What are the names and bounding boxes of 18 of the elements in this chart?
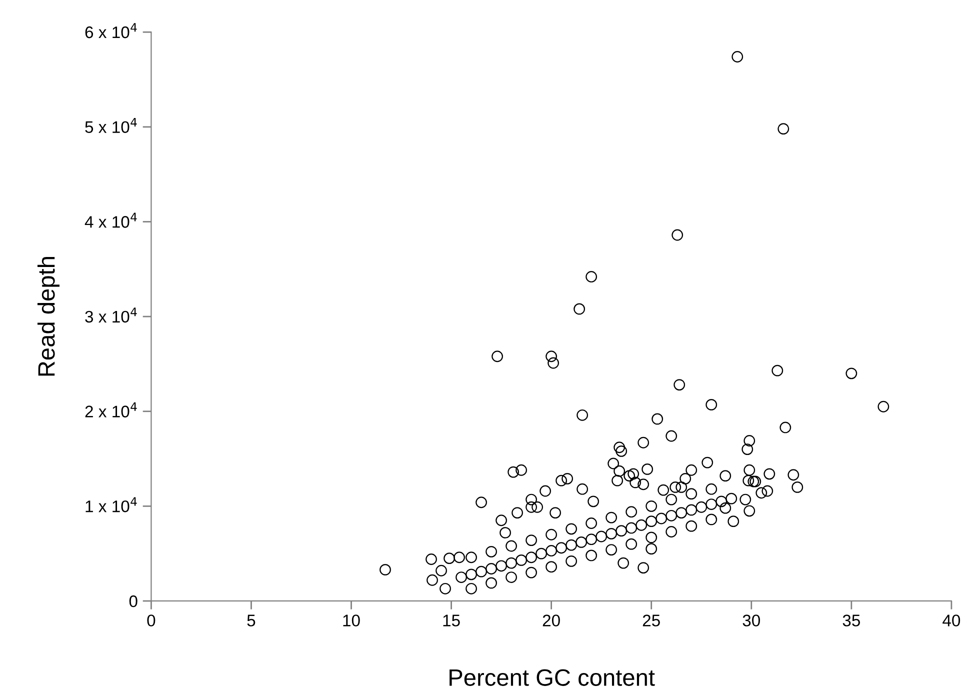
y-tick-label: 4 x 10$^{4}$: [84, 212, 137, 228]
y-tick-label: 5 x 10$^{4}$: [85, 118, 137, 134]
x-tick-label: 30: [742, 614, 760, 626]
x-tick-label: 10: [343, 614, 360, 626]
x-axis-title: Percent GC content: [450, 669, 655, 686]
y-axis-title: Read depth: [37, 257, 60, 376]
x-tick-label: 40: [942, 614, 960, 626]
x-tick-label: 20: [542, 614, 560, 626]
y-tick-label: 2 x 10$^{4}$: [85, 402, 137, 418]
y-tick-label: 6 x 10$^{4}$: [85, 23, 137, 38]
x-tick-label: 0: [147, 614, 156, 626]
y-tick-label: 1 x 10$^{4}$: [86, 497, 137, 512]
y-tick-label: 0: [129, 595, 138, 608]
x-tick-label: 35: [842, 614, 860, 626]
x-tick-label: 15: [443, 614, 460, 626]
y-tick-label: 3 x 10$^{4}$: [85, 308, 137, 323]
x-tick-label: 25: [642, 614, 660, 626]
x-tick-label: 5: [247, 614, 256, 626]
